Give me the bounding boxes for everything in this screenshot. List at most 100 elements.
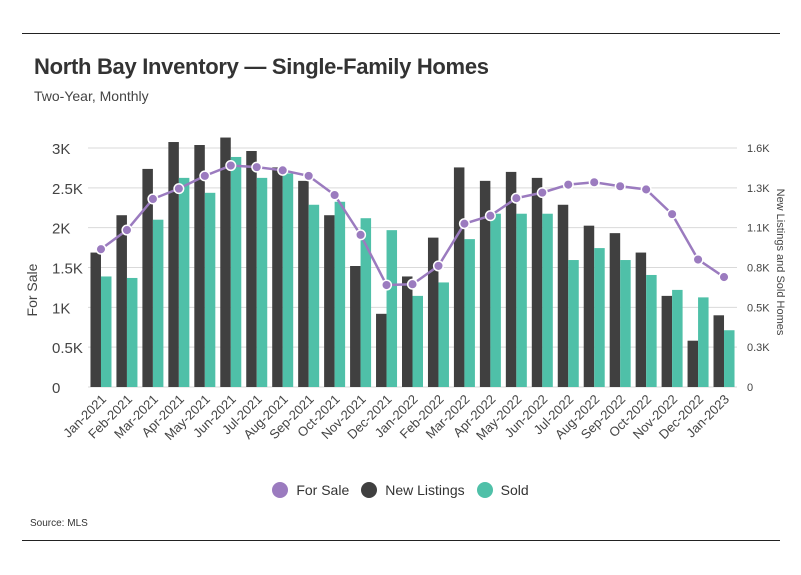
bar-new-listings <box>687 340 699 387</box>
legend-item-for-sale: For Sale <box>272 482 349 498</box>
y2-tick-label: 1.1K <box>747 223 770 235</box>
for-sale-point <box>614 180 626 192</box>
top-rule <box>22 33 780 34</box>
for-sale-point <box>588 176 600 188</box>
bar-sold <box>152 219 164 387</box>
bar-sold <box>542 213 553 387</box>
bar-sold <box>126 277 138 387</box>
bar-sold <box>594 248 605 387</box>
for-sale-point <box>251 161 263 173</box>
legend-swatch-sold <box>476 482 493 498</box>
bar-sold <box>438 282 449 387</box>
y-tick-label: 2K <box>52 221 70 238</box>
y2-tick-label: 0.3K <box>747 342 770 354</box>
bar-sold <box>178 177 190 387</box>
y-tick-label: 0 <box>52 380 60 397</box>
for-sale-point <box>718 271 730 283</box>
for-sale-point <box>95 243 107 255</box>
bar-sold <box>568 260 579 387</box>
for-sale-point <box>432 260 445 272</box>
for-sale-line <box>95 159 730 291</box>
bar-new-listings <box>661 295 673 387</box>
y-tick-label: 0.5K <box>52 340 83 357</box>
for-sale-point <box>510 192 522 204</box>
bar-sold <box>698 297 709 387</box>
bar-sold <box>360 218 372 387</box>
bar-sold <box>100 276 112 387</box>
legend-item-sold: Sold <box>476 482 529 498</box>
bar-sold <box>412 295 423 387</box>
bar-new-listings <box>479 180 491 387</box>
y2-axis-label: New Listings and Sold Homes <box>774 189 786 336</box>
legend-swatch-for-sale <box>272 482 289 498</box>
chart-title: North Bay Inventory — Single-Family Home… <box>34 54 489 79</box>
y2-tick-label: 0.8K <box>747 263 770 275</box>
y2-tick-label: 0.5K <box>747 302 770 314</box>
for-sale-point <box>692 253 704 266</box>
bar-sold <box>490 213 501 387</box>
bar-sold <box>230 156 242 387</box>
y-tick-label: 2.5K <box>52 181 83 198</box>
y-tick-label: 3K <box>52 141 70 158</box>
for-sale-point <box>458 218 470 230</box>
bar-new-listings <box>246 150 257 387</box>
legend-swatch-new-listings <box>361 482 378 498</box>
bar-sold <box>282 173 294 387</box>
bar-new-listings <box>402 276 413 387</box>
bar-new-listings <box>713 315 725 387</box>
bottom-rule <box>22 540 780 541</box>
for-sale-point <box>380 279 393 291</box>
for-sale-point <box>406 278 419 290</box>
legend-label-new-listings: New Listings <box>385 482 465 498</box>
legend-label-for-sale: For Sale <box>296 482 350 498</box>
bar-new-listings <box>298 180 309 387</box>
for-sale-point <box>303 170 315 182</box>
bar-new-listings <box>453 167 465 387</box>
bar-sold <box>308 204 320 387</box>
for-sale-point <box>666 208 678 220</box>
bar-new-listings <box>272 167 283 387</box>
bar-new-listings <box>142 168 153 387</box>
for-sale-point <box>536 187 548 199</box>
bar-new-listings <box>90 252 101 387</box>
bars <box>90 137 735 387</box>
legend-label-sold: Sold <box>500 482 529 498</box>
bar-sold <box>464 239 475 387</box>
bar-new-listings <box>635 252 647 387</box>
for-sale-point <box>199 170 211 182</box>
bar-sold <box>386 230 398 387</box>
for-sale-point <box>484 210 496 222</box>
source-note: Source: MLS <box>30 518 88 529</box>
y-tick-label: 1K <box>52 300 70 317</box>
bar-sold <box>672 289 683 387</box>
y2-tick-label: 1.6K <box>747 143 770 155</box>
bar-sold <box>256 177 268 387</box>
bar-new-listings <box>427 237 439 387</box>
for-sale-point <box>355 229 367 241</box>
for-sale-point <box>277 164 289 176</box>
bar-new-listings <box>220 137 231 387</box>
bar-new-listings <box>194 145 205 387</box>
for-sale-point <box>225 159 237 172</box>
bar-new-listings <box>505 171 517 387</box>
bar-new-listings <box>609 233 621 387</box>
bar-new-listings <box>324 215 335 387</box>
bar-new-listings <box>168 142 179 387</box>
bar-sold <box>724 330 735 387</box>
for-sale-point <box>329 189 341 201</box>
for-sale-point <box>173 183 185 195</box>
bar-new-listings <box>583 225 595 387</box>
for-sale-point <box>121 224 133 236</box>
bar-new-listings <box>116 215 127 387</box>
bar-sold <box>516 213 527 387</box>
y2-tick-label: 1.3K <box>747 183 770 195</box>
chart-legend: For Sale New Listings Sold <box>0 482 801 498</box>
y-axis-label: For Sale <box>24 263 40 316</box>
chart-subtitle: Two-Year, Monthly <box>34 88 149 104</box>
for-sale-point <box>562 179 574 191</box>
bar-sold <box>620 260 631 387</box>
bar-new-listings <box>557 204 569 387</box>
bar-new-listings <box>350 266 361 387</box>
for-sale-point <box>640 183 652 195</box>
